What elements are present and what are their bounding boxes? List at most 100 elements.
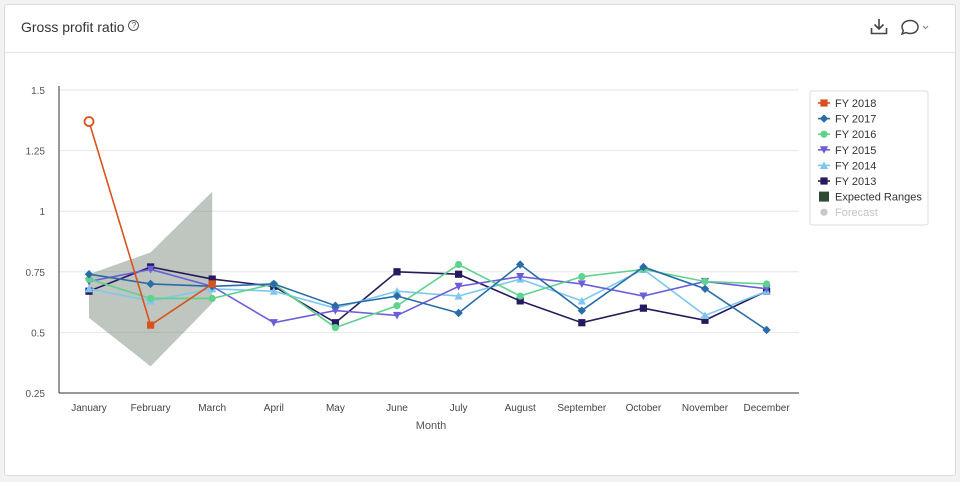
series-line [88, 268, 767, 324]
data-point [393, 302, 401, 310]
y-tick-label: 1.25 [26, 147, 46, 158]
legend-item[interactable]: FY 2013 [818, 176, 876, 188]
y-tick-label: 0.75 [26, 268, 46, 279]
data-point [700, 311, 710, 320]
data-point [269, 287, 278, 295]
data-point [208, 275, 216, 283]
x-tick-label: September [557, 403, 607, 414]
x-tick-label: March [198, 403, 226, 414]
x-tick-label: August [505, 403, 536, 414]
data-point [393, 268, 401, 276]
line-chart: 0.25 0.5 0.75 1 1.25 1.5 January February March A… [26, 86, 929, 432]
expected-range-band [89, 191, 213, 367]
legend-marker [819, 146, 829, 154]
data-point [84, 284, 94, 293]
data-point [577, 306, 586, 315]
help-icon[interactable]: ? [128, 20, 140, 31]
data-point [208, 294, 216, 303]
data-point [577, 280, 586, 289]
data-point [331, 301, 340, 310]
data-point [577, 296, 586, 305]
x-axis-title: Month [416, 420, 447, 432]
legend-marker [820, 130, 828, 138]
x-tick-label: January [71, 403, 107, 414]
chart-title: Gross profit ratio ? [21, 19, 140, 35]
legend-swatch [819, 191, 829, 202]
x-tick-label: June [386, 403, 408, 414]
data-point [516, 297, 524, 305]
data-point [701, 316, 709, 324]
data-point [392, 287, 402, 295]
data-point [701, 277, 709, 286]
x-tick-label: April [264, 403, 284, 414]
x-tick-label: October [626, 403, 662, 414]
chevron-down-icon [922, 25, 929, 30]
series-line [88, 263, 768, 331]
x-tick-label: February [131, 403, 171, 414]
legend-marker [819, 161, 829, 169]
legend-item[interactable]: FY 2018 [818, 98, 876, 110]
comment-icon [900, 19, 929, 36]
chart-card: Gross profit ratio ? 0.25 0.5 0.75 1 1.25 1.5… [4, 4, 956, 476]
y-tick-label: 0.5 [31, 328, 45, 339]
data-point [146, 265, 155, 274]
data-point [392, 311, 402, 320]
data-point [455, 260, 463, 269]
x-tick-label: December [744, 403, 791, 414]
data-point [578, 319, 586, 327]
x-tick-label: May [326, 403, 345, 414]
series-line [88, 266, 767, 324]
data-point [454, 308, 463, 318]
legend-label: FY 2018 [835, 98, 876, 110]
data-point [85, 275, 93, 283]
data-point [454, 282, 463, 291]
card-header: Gross profit ratio ? [5, 5, 955, 53]
legend-marker [820, 99, 828, 107]
legend-marker [820, 208, 828, 216]
legend-marker [819, 114, 829, 123]
data-point [763, 280, 771, 288]
comment-button[interactable] [897, 15, 931, 39]
data-point [639, 304, 647, 312]
data-point [331, 323, 339, 332]
legend-box [809, 90, 929, 226]
legend-marker [820, 177, 828, 185]
legend-item[interactable]: Expected Ranges [819, 191, 922, 204]
data-point [331, 319, 339, 327]
legend-item[interactable]: FY 2015 [818, 145, 876, 157]
legend-item[interactable]: FY 2016 [818, 129, 876, 141]
x-tick-label: July [450, 403, 468, 414]
data-point [84, 270, 94, 279]
data-point [454, 291, 463, 300]
data-point [516, 292, 524, 300]
legend-label: FY 2015 [835, 145, 876, 157]
legend-label: FY 2016 [835, 129, 876, 141]
y-tick-label: 1.5 [31, 86, 45, 97]
legend-label: FY 2014 [835, 160, 876, 172]
y-tick-label: 1 [39, 207, 45, 218]
data-point [331, 306, 340, 315]
data-point [578, 273, 586, 281]
data-point [762, 325, 771, 335]
data-point [147, 321, 155, 329]
data-point [269, 319, 278, 327]
legend-item[interactable]: Forecast [820, 207, 878, 219]
data-point [208, 280, 216, 288]
legend-item[interactable]: FY 2017 [818, 114, 876, 126]
legend-label: Expected Ranges [835, 192, 922, 204]
chart-title-text: Gross profit ratio [21, 19, 125, 35]
data-point [516, 260, 525, 269]
y-tick-label: 0.25 [26, 389, 46, 400]
data-point [269, 279, 278, 289]
data-point [762, 285, 771, 293]
legend-label: FY 2017 [835, 114, 876, 126]
data-point [639, 262, 648, 272]
data-point [700, 284, 710, 293]
download-button[interactable] [867, 15, 891, 39]
legend-label: FY 2013 [835, 176, 876, 188]
data-point [516, 273, 525, 281]
data-point [147, 294, 155, 303]
data-point [455, 270, 463, 278]
series-fy-2017 [84, 260, 771, 335]
legend-item[interactable]: FY 2014 [818, 160, 876, 172]
